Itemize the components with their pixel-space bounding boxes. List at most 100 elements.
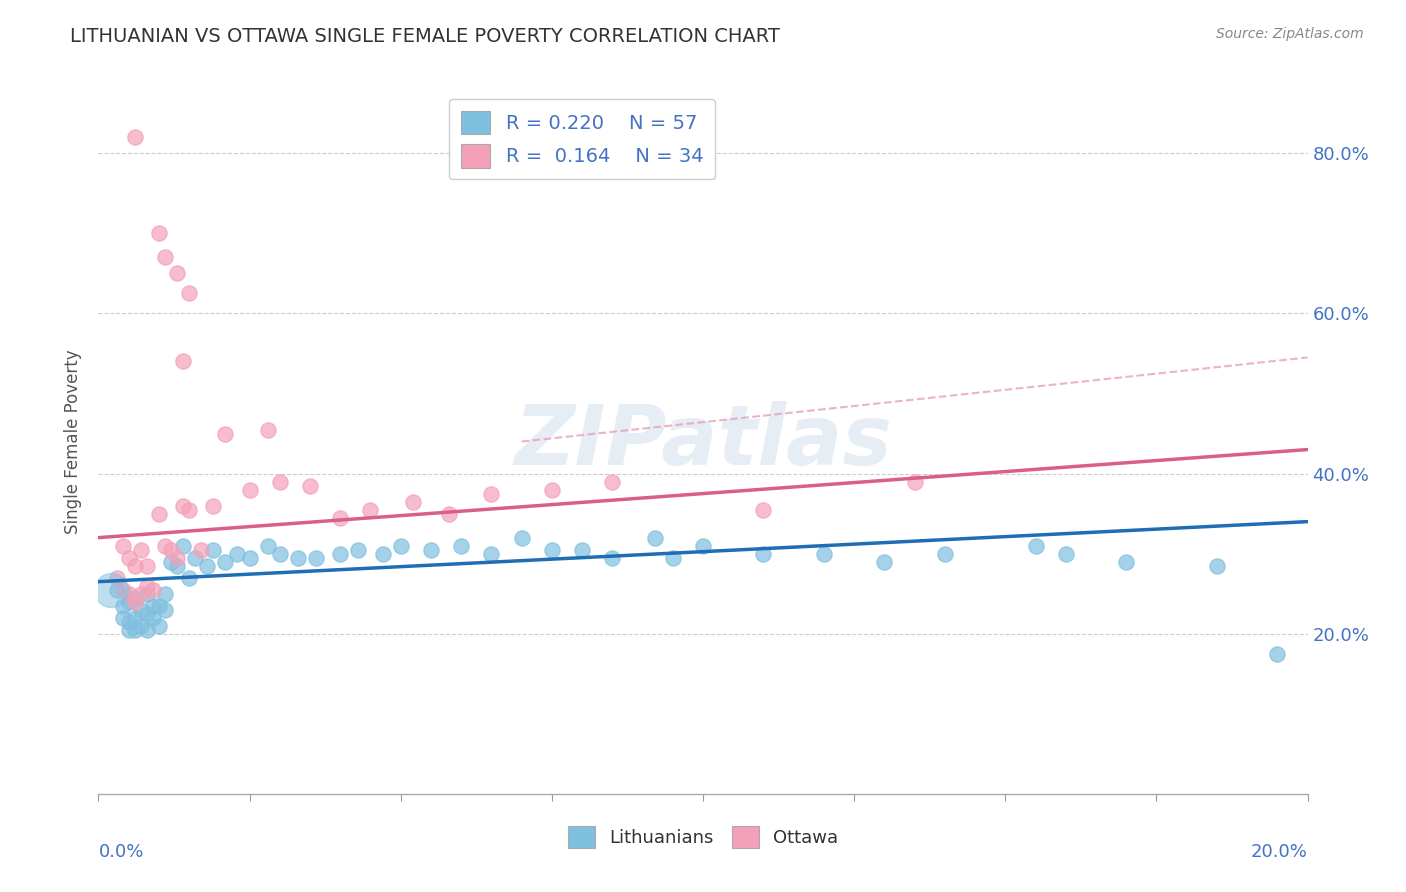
Point — [481, 547, 503, 561]
Point — [239, 483, 262, 497]
Point — [602, 475, 624, 489]
Point — [135, 558, 157, 573]
Point — [1206, 558, 1229, 573]
Point — [510, 531, 533, 545]
Point — [142, 610, 165, 624]
Point — [226, 547, 249, 561]
Point — [118, 587, 141, 601]
Point — [166, 558, 188, 573]
Point — [661, 550, 683, 565]
Point — [148, 507, 170, 521]
Point — [190, 542, 212, 557]
Point — [100, 582, 122, 597]
Point — [904, 475, 927, 489]
Point — [752, 547, 775, 561]
Point — [179, 502, 201, 516]
Point — [160, 542, 183, 557]
Point — [111, 539, 134, 553]
Point — [153, 251, 176, 265]
Point — [269, 547, 291, 561]
Point — [813, 547, 835, 561]
Point — [124, 591, 146, 605]
Point — [179, 286, 201, 301]
Point — [118, 615, 141, 629]
Point — [269, 475, 291, 489]
Point — [214, 555, 236, 569]
Point — [148, 618, 170, 632]
Point — [602, 550, 624, 565]
Point — [752, 502, 775, 516]
Point — [135, 587, 157, 601]
Point — [135, 579, 157, 593]
Point — [540, 542, 562, 557]
Point — [105, 571, 128, 585]
Point — [148, 227, 170, 241]
Point — [129, 587, 152, 601]
Point — [172, 354, 194, 368]
Y-axis label: Single Female Poverty: Single Female Poverty — [65, 350, 83, 533]
Point — [111, 582, 134, 597]
Point — [153, 539, 176, 553]
Point — [402, 494, 425, 508]
Point — [347, 542, 370, 557]
Point — [1024, 539, 1046, 553]
Point — [124, 130, 146, 145]
Point — [124, 610, 146, 624]
Point — [172, 499, 194, 513]
Point — [129, 542, 152, 557]
Point — [644, 531, 666, 545]
Point — [179, 571, 201, 585]
Point — [256, 423, 278, 437]
Point — [214, 426, 236, 441]
Point — [124, 558, 146, 573]
Point — [239, 550, 262, 565]
Point — [105, 582, 128, 597]
Point — [153, 603, 176, 617]
Point — [142, 599, 165, 613]
Point — [256, 539, 278, 553]
Point — [692, 539, 714, 553]
Point — [450, 539, 472, 553]
Point — [305, 550, 328, 565]
Point — [148, 599, 170, 613]
Text: LITHUANIAN VS OTTAWA SINGLE FEMALE POVERTY CORRELATION CHART: LITHUANIAN VS OTTAWA SINGLE FEMALE POVER… — [70, 27, 780, 45]
Point — [371, 547, 394, 561]
Point — [166, 266, 188, 280]
Point — [202, 499, 225, 513]
Point — [299, 478, 322, 492]
Point — [118, 550, 141, 565]
Text: 20.0%: 20.0% — [1251, 843, 1308, 861]
Point — [389, 539, 412, 553]
Point — [184, 550, 207, 565]
Point — [934, 547, 956, 561]
Point — [1115, 555, 1137, 569]
Point — [153, 587, 176, 601]
Point — [360, 502, 382, 516]
Point — [571, 542, 593, 557]
Point — [111, 599, 134, 613]
Point — [166, 550, 188, 565]
Point — [111, 610, 134, 624]
Legend: Lithuanians, Ottawa: Lithuanians, Ottawa — [561, 819, 845, 855]
Point — [129, 618, 152, 632]
Point — [195, 558, 218, 573]
Point — [135, 623, 157, 637]
Point — [329, 547, 352, 561]
Point — [124, 623, 146, 637]
Text: Source: ZipAtlas.com: Source: ZipAtlas.com — [1216, 27, 1364, 41]
Point — [329, 510, 352, 524]
Point — [287, 550, 309, 565]
Point — [129, 603, 152, 617]
Point — [160, 555, 183, 569]
Text: 0.0%: 0.0% — [98, 843, 143, 861]
Point — [540, 483, 562, 497]
Point — [124, 595, 146, 609]
Point — [202, 542, 225, 557]
Point — [873, 555, 896, 569]
Point — [142, 582, 165, 597]
Point — [481, 486, 503, 500]
Point — [172, 539, 194, 553]
Point — [437, 507, 460, 521]
Point — [135, 607, 157, 621]
Point — [420, 542, 443, 557]
